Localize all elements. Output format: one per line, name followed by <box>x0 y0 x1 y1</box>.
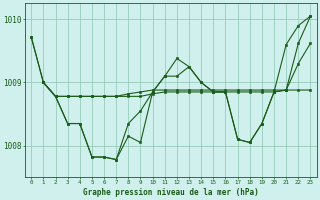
X-axis label: Graphe pression niveau de la mer (hPa): Graphe pression niveau de la mer (hPa) <box>83 188 259 197</box>
